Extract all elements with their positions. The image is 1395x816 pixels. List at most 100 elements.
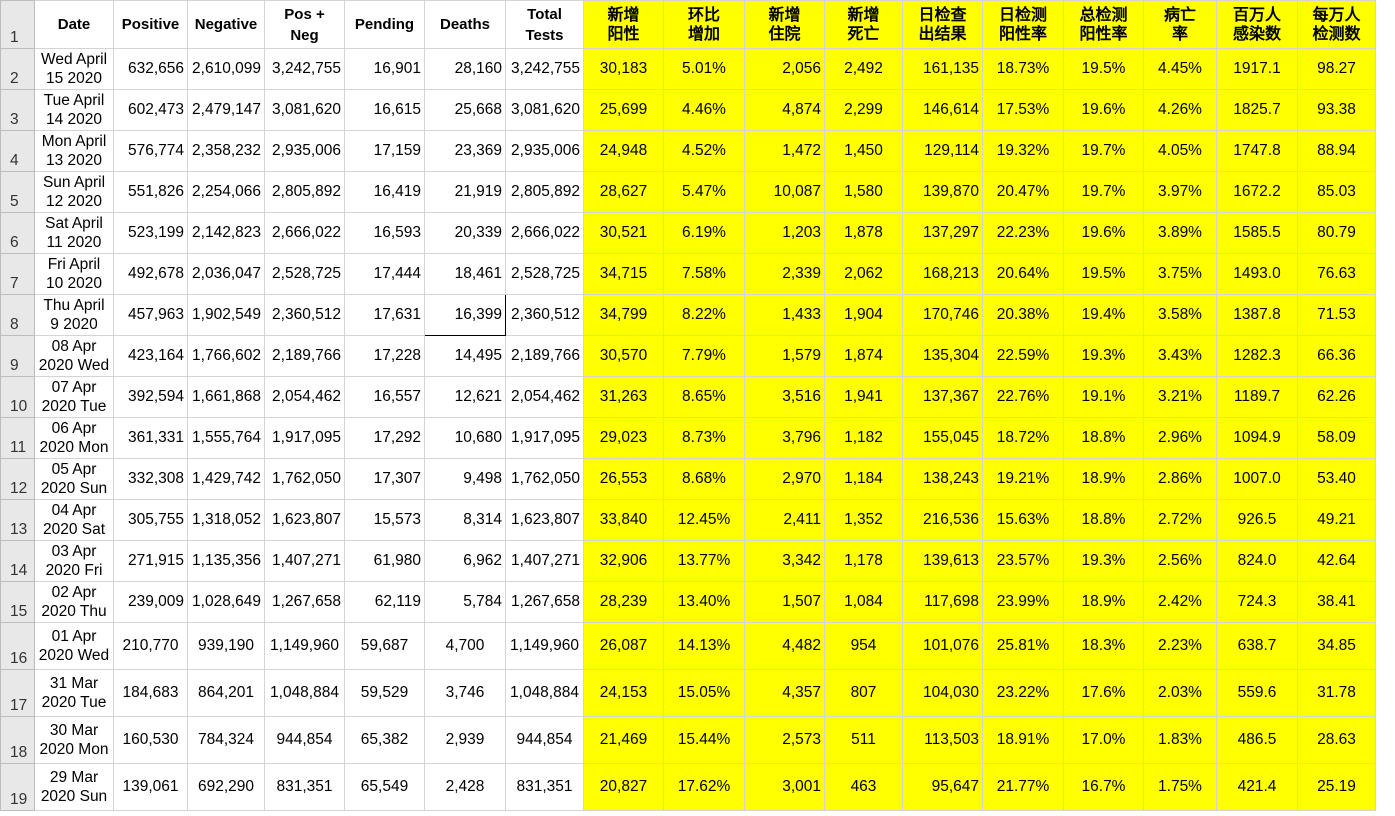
table-cell[interactable]: 271,915	[113, 540, 188, 582]
table-cell[interactable]: 3,342	[744, 540, 825, 582]
row-number[interactable]: 9	[0, 335, 35, 377]
table-cell[interactable]: 1,878	[824, 212, 903, 254]
table-cell[interactable]: 16,901	[344, 48, 425, 90]
table-cell[interactable]: 18,461	[424, 253, 506, 295]
column-header[interactable]: Deaths	[424, 0, 506, 49]
row-number[interactable]: 12	[0, 458, 35, 500]
table-cell[interactable]: 104,030	[902, 669, 983, 717]
table-cell[interactable]: 3,242,755	[264, 48, 345, 90]
table-cell[interactable]: 3.97%	[1143, 171, 1217, 213]
table-cell[interactable]: 1.83%	[1143, 716, 1217, 764]
row-number[interactable]: 17	[0, 669, 35, 717]
table-cell[interactable]: 831,351	[264, 763, 345, 811]
table-cell[interactable]: 10,680	[424, 417, 506, 459]
table-cell[interactable]: 34,715	[583, 253, 664, 295]
table-cell[interactable]: 93.38	[1297, 89, 1376, 131]
table-cell[interactable]: 2,054,462	[264, 376, 345, 418]
table-cell[interactable]: 2,935,006	[264, 130, 345, 172]
table-cell[interactable]: 3.43%	[1143, 335, 1217, 377]
table-cell[interactable]: 2,935,006	[505, 130, 584, 172]
table-cell[interactable]: 944,854	[505, 716, 584, 764]
table-cell[interactable]: 4.26%	[1143, 89, 1217, 131]
table-cell[interactable]: 7.79%	[663, 335, 745, 377]
table-cell[interactable]: 1,623,807	[505, 499, 584, 541]
table-cell[interactable]: 2,360,512	[505, 294, 584, 336]
table-cell[interactable]: 21.77%	[982, 763, 1064, 811]
table-cell[interactable]: 486.5	[1216, 716, 1298, 764]
row-number[interactable]: 2	[0, 48, 35, 90]
table-cell[interactable]: 168,213	[902, 253, 983, 295]
table-cell[interactable]: 2,254,066	[187, 171, 265, 213]
row-number[interactable]: 5	[0, 171, 35, 213]
table-cell[interactable]: 19.4%	[1063, 294, 1144, 336]
table-cell[interactable]: 926.5	[1216, 499, 1298, 541]
table-cell[interactable]: 49.21	[1297, 499, 1376, 541]
table-cell[interactable]: 2,339	[744, 253, 825, 295]
table-cell[interactable]: 71.53	[1297, 294, 1376, 336]
table-cell[interactable]: 2,528,725	[264, 253, 345, 295]
table-cell[interactable]: 184,683	[113, 669, 188, 717]
table-cell[interactable]: 2,492	[824, 48, 903, 90]
table-cell[interactable]: 559.6	[1216, 669, 1298, 717]
table-cell[interactable]: 65,549	[344, 763, 425, 811]
table-cell[interactable]: 4,357	[744, 669, 825, 717]
table-cell[interactable]: 160,530	[113, 716, 188, 764]
table-cell[interactable]: 65,382	[344, 716, 425, 764]
table-cell[interactable]: 95,647	[902, 763, 983, 811]
column-header[interactable]: Pos + Neg	[264, 0, 345, 49]
table-cell[interactable]: 20.47%	[982, 171, 1064, 213]
table-cell[interactable]: 361,331	[113, 417, 188, 459]
table-cell[interactable]: 62,119	[344, 581, 425, 623]
table-cell[interactable]: 30,183	[583, 48, 664, 90]
table-cell[interactable]: 17,631	[344, 294, 425, 336]
table-cell[interactable]: 602,473	[113, 89, 188, 131]
table-cell[interactable]: 2,189,766	[264, 335, 345, 377]
table-cell[interactable]: 15.63%	[982, 499, 1064, 541]
table-cell[interactable]: 1585.5	[1216, 212, 1298, 254]
table-cell[interactable]: 5.01%	[663, 48, 745, 90]
table-cell[interactable]: 1,762,050	[264, 458, 345, 500]
table-cell[interactable]: 1,149,960	[505, 622, 584, 670]
table-cell[interactable]: 2,358,232	[187, 130, 265, 172]
table-cell[interactable]: 16,593	[344, 212, 425, 254]
table-cell[interactable]: 2,666,022	[264, 212, 345, 254]
table-cell[interactable]: 146,614	[902, 89, 983, 131]
table-cell[interactable]: 8.65%	[663, 376, 745, 418]
column-header[interactable]: 新增死亡	[824, 0, 903, 49]
table-cell[interactable]: 457,963	[113, 294, 188, 336]
table-cell[interactable]: 492,678	[113, 253, 188, 295]
table-cell[interactable]: 53.40	[1297, 458, 1376, 500]
table-cell[interactable]: 1672.2	[1216, 171, 1298, 213]
table-cell[interactable]: 1,917,095	[505, 417, 584, 459]
table-cell[interactable]: 10,087	[744, 171, 825, 213]
table-cell[interactable]: 42.64	[1297, 540, 1376, 582]
table-cell[interactable]: 16,399	[424, 294, 506, 336]
table-cell[interactable]: 137,297	[902, 212, 983, 254]
table-cell[interactable]: 4,482	[744, 622, 825, 670]
column-header[interactable]: 每万人检测数	[1297, 0, 1376, 49]
table-cell[interactable]: 18.9%	[1063, 581, 1144, 623]
table-cell[interactable]: 551,826	[113, 171, 188, 213]
table-cell[interactable]: 1825.7	[1216, 89, 1298, 131]
row-number[interactable]: 19	[0, 763, 35, 811]
table-cell[interactable]: 19.5%	[1063, 48, 1144, 90]
table-cell[interactable]: 9,498	[424, 458, 506, 500]
table-cell[interactable]: 3.58%	[1143, 294, 1217, 336]
table-cell[interactable]: 1,661,868	[187, 376, 265, 418]
table-cell[interactable]: 66.36	[1297, 335, 1376, 377]
table-cell[interactable]: 239,009	[113, 581, 188, 623]
table-cell[interactable]: 807	[824, 669, 903, 717]
table-cell[interactable]: 30,521	[583, 212, 664, 254]
date-cell[interactable]: Tue April 14 2020	[34, 89, 114, 131]
table-cell[interactable]: 2,428	[424, 763, 506, 811]
date-cell[interactable]: 07 Apr 2020 Tue	[34, 376, 114, 418]
table-cell[interactable]: 13.77%	[663, 540, 745, 582]
table-cell[interactable]: 31.78	[1297, 669, 1376, 717]
table-cell[interactable]: 4.52%	[663, 130, 745, 172]
table-cell[interactable]: 19.21%	[982, 458, 1064, 500]
table-cell[interactable]: 2.96%	[1143, 417, 1217, 459]
column-header[interactable]: 环比增加	[663, 0, 745, 49]
date-cell[interactable]: Mon April 13 2020	[34, 130, 114, 172]
table-cell[interactable]: 5.47%	[663, 171, 745, 213]
row-number[interactable]: 4	[0, 130, 35, 172]
